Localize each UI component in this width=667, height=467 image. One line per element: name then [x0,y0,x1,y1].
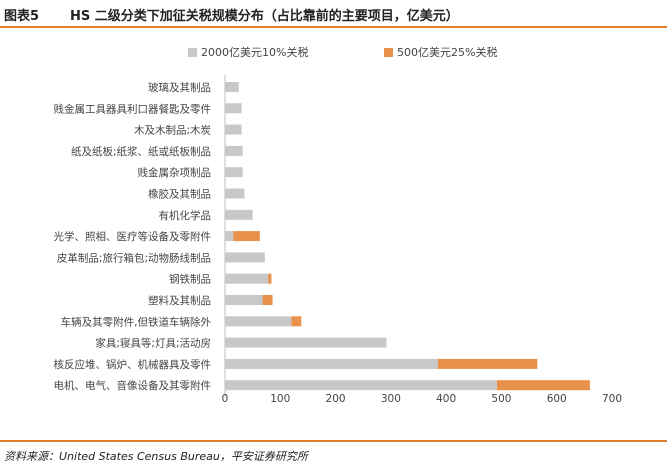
x-tick-label: 100 [270,393,290,405]
bar-series-1 [225,252,265,263]
bar-chart: 玻璃及其制品贱金属工具器具利口器餐匙及零件木及木制品;木炭纸及纸板;纸浆、纸或纸… [54,75,622,405]
bar-series-2 [262,295,273,305]
legend-item-series-1: 2000亿美元10%关税 [188,44,308,60]
x-tick-label: 500 [491,393,511,405]
category-label: 家具;寝具等;灯具;活动房 [95,337,211,350]
category-label: 橡胶及其制品 [148,188,211,201]
legend-label-series-2: 500亿美元25%关税 [397,46,498,59]
category-label: 贱金属工具器具利口器餐匙及零件 [54,102,212,115]
bar-series-1 [225,209,253,220]
bar-series-1 [225,231,234,242]
bar-series-2 [233,231,260,242]
bar-series-1 [225,188,245,199]
bar-series-1 [225,82,239,92]
source-note: 资料来源：United States Census Bureau，平安证券研究所 [4,450,308,463]
category-label: 塑料及其制品 [148,294,211,307]
bar-series-1 [225,167,243,178]
bar-series-2 [437,358,538,369]
bar-series-1 [225,358,438,369]
legend-label-series-1: 2000亿美元10%关税 [201,46,309,59]
category-label: 纸及纸板;纸浆、纸或纸板制品 [71,145,211,158]
category-label: 光学、照相、医疗等设备及零附件 [54,230,212,243]
figure-header: 图表5 HS 二级分类下加征关税规模分布（占比靠前的主要项目，亿美元） [0,0,667,28]
bar-series-1 [225,145,243,156]
bar-series-1 [225,316,292,327]
legend-swatch-series-2 [384,47,393,57]
x-tick-label: 400 [436,393,456,405]
chart-legend: 2000亿美元10%关税 500亿美元25%关税 [0,44,667,60]
figure-footer: 资料来源：United States Census Bureau，平安证券研究所 [0,440,667,467]
bar-series-2 [291,316,302,327]
x-tick-label: 0 [222,393,229,405]
bar-series-1 [225,273,269,284]
x-tick-label: 200 [326,393,346,405]
figure-label: 图表5 [4,9,40,24]
bar-series-1 [225,103,242,114]
bar-series-1 [225,380,498,391]
x-tick-label: 600 [547,393,567,405]
x-tick-label: 700 [602,393,622,405]
chart-title: HS 二级分类下加征关税规模分布（占比靠前的主要项目，亿美元） [70,9,459,24]
legend-item-series-2: 500亿美元25%关税 [384,44,497,60]
category-label: 皮革制品;旅行箱包;动物肠线制品 [57,251,211,264]
legend-swatch-series-1 [188,47,197,57]
bar-series-2 [497,380,590,391]
bar-series-2 [268,273,272,284]
category-label: 电机、电气、音像设备及其零附件 [54,379,212,392]
bar-series-1 [225,337,387,348]
category-label: 钢铁制品 [169,273,211,286]
bar-series-1 [225,124,242,135]
bar-series-1 [225,295,263,305]
category-label: 有机化学品 [159,209,212,222]
category-label: 木及木制品;木炭 [134,124,212,137]
category-label: 核反应堆、锅炉、机械器具及零件 [54,358,212,371]
category-label: 玻璃及其制品 [148,81,211,94]
x-tick-label: 300 [381,393,401,405]
category-label: 车辆及其零附件,但铁道车辆除外 [61,315,212,328]
category-label: 贱金属杂项制品 [138,166,212,179]
